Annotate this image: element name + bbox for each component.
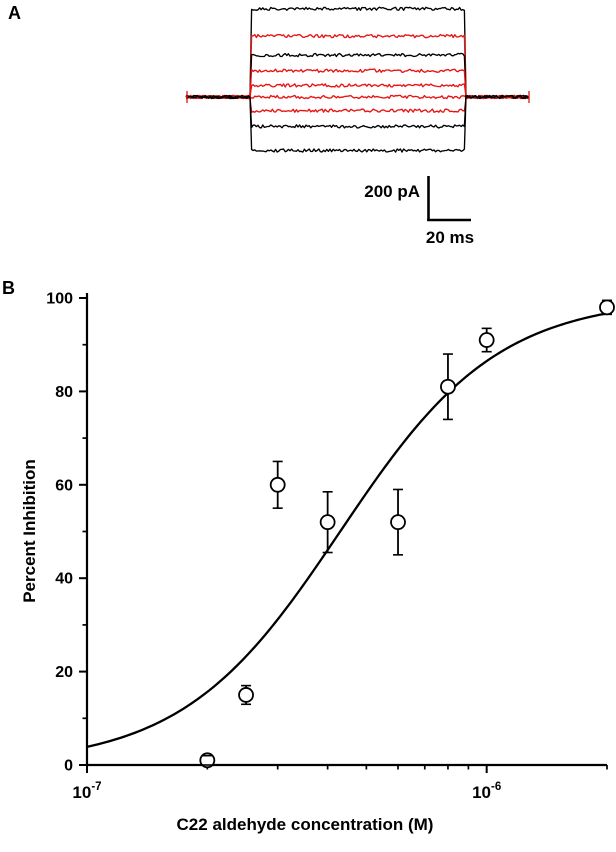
data-point xyxy=(599,299,615,316)
current-trace-red xyxy=(185,68,529,100)
error-bars xyxy=(206,300,608,765)
data-point xyxy=(440,378,456,395)
x-tick-label: 10-6 xyxy=(472,781,501,802)
y-tick-label: 40 xyxy=(55,571,73,588)
axes xyxy=(85,293,607,767)
data-point xyxy=(269,476,286,493)
y-tick-label: 100 xyxy=(46,291,73,308)
x-tick-label: 10-7 xyxy=(72,781,101,802)
data-point xyxy=(238,687,254,703)
current-trace-black xyxy=(185,94,529,129)
error-bar-caps xyxy=(202,299,612,766)
data-point xyxy=(199,752,216,769)
current-traces-plot xyxy=(185,6,530,222)
current-trace-red xyxy=(185,94,529,100)
current-trace-black xyxy=(185,94,529,153)
current-trace-black xyxy=(185,6,529,100)
dose-response-plot: 0 20 40 60 80 100 10-7 10-6 xyxy=(46,291,615,802)
panel-a-label: A xyxy=(8,3,21,23)
y-tick-label: 60 xyxy=(55,477,73,494)
x-axis-label: C22 aldehyde concentration (M) xyxy=(176,815,434,834)
y-tick-label: 0 xyxy=(64,758,73,775)
data-point xyxy=(478,332,495,348)
scale-bar-vertical-label: 200 pA xyxy=(364,182,420,201)
current-trace-red xyxy=(185,33,529,100)
y-tick-label: 80 xyxy=(55,384,73,401)
fit-curve xyxy=(86,312,608,748)
data-points xyxy=(199,299,615,769)
current-trace-black xyxy=(185,52,529,100)
data-point xyxy=(319,514,336,531)
panel-b-label: B xyxy=(2,278,15,298)
y-tick-label: 20 xyxy=(55,664,73,681)
data-point xyxy=(390,514,406,531)
scale-bar-horizontal-label: 20 ms xyxy=(425,228,475,247)
